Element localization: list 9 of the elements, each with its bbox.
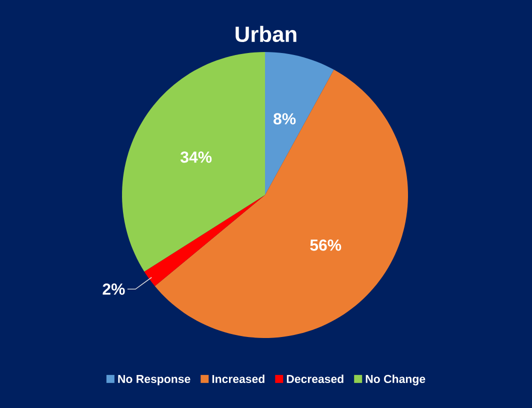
data-label: 8% [274,113,296,124]
chart-title: Urban [236,26,296,42]
legend-label: No Response [118,375,190,386]
data-label: 56% [310,239,342,251]
data-label: 34% [180,151,212,163]
legend-label: Decreased [286,374,344,384]
legend-label: Increased [212,374,264,384]
data-label: 2% [102,284,125,295]
legend-label: No Change [366,374,426,386]
